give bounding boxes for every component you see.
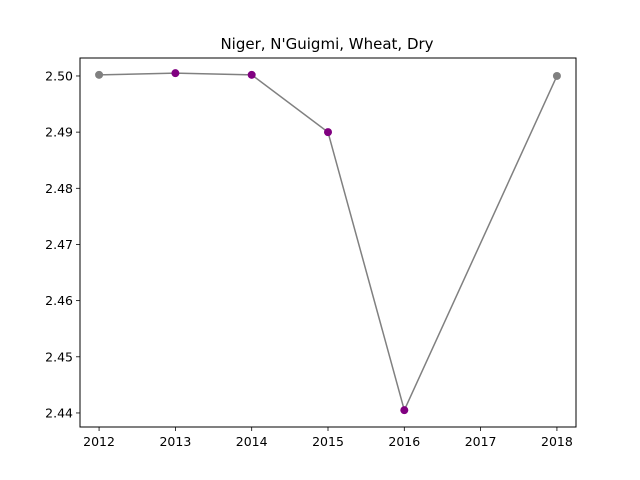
y-tick-label: 2.50: [45, 68, 73, 83]
data-point: [247, 70, 256, 79]
data-point: [400, 406, 409, 415]
x-tick-label: 2014: [236, 434, 268, 449]
y-tick-label: 2.49: [45, 125, 73, 140]
series-layer: [95, 69, 561, 415]
series-line: [99, 72, 558, 413]
x-tick-label: 2017: [465, 434, 497, 449]
y-tick-label: 2.44: [45, 405, 73, 420]
x-tick-label: 2015: [312, 434, 344, 449]
chart-title: Niger, N'Guigmi, Wheat, Dry: [220, 35, 433, 53]
y-tick-label: 2.46: [45, 293, 73, 308]
x-tick-label: 2013: [159, 434, 191, 449]
y-tick-label: 2.48: [45, 181, 73, 196]
plot-area: [79, 57, 577, 428]
y-axis: 2.44 2.45 2.46 2.47 2.48 2.49 2.50: [45, 68, 80, 420]
data-point: [324, 128, 332, 137]
y-tick-label: 2.45: [45, 349, 73, 364]
y-tick-label: 2.47: [45, 237, 73, 252]
x-axis: 2012 2013 2014 2015 2016 2017 2018: [83, 427, 573, 449]
data-point: [171, 69, 180, 78]
data-point: [552, 71, 561, 80]
x-tick-label: 2012: [83, 434, 115, 449]
data-point: [95, 70, 104, 79]
x-tick-label: 2018: [541, 434, 573, 449]
x-tick-label: 2016: [388, 434, 420, 449]
